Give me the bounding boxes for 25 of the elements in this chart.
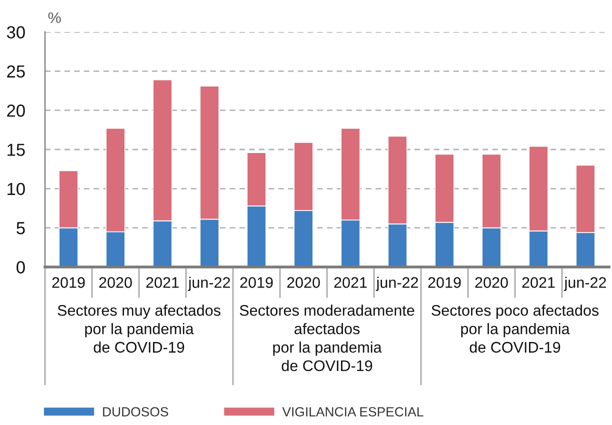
- x-tick-label: jun-22: [188, 276, 230, 291]
- text: Sectores moderadamente afectados por la pandemia de COVID-19: [240, 304, 414, 372]
- x-tick-label: 2019: [240, 277, 273, 288]
- x-tick-label: 2021: [146, 277, 179, 288]
- x-tick-label: jun-22: [376, 276, 418, 291]
- legend-label: DUDOSOS: [103, 407, 168, 416]
- legend-label: VIGILANCIA ESPECIAL: [282, 407, 424, 416]
- y-tick-label: 15: [8, 144, 25, 156]
- y-tick-label: 25: [7, 65, 25, 78]
- x-tick-label: 2020: [475, 277, 508, 288]
- y-tick-label: 5: [16, 222, 25, 234]
- x-tick-label: 2021: [522, 277, 555, 288]
- y-tick-label: 10: [8, 182, 25, 196]
- text: Sectores poco afectados por la pandemia de COVID-19: [432, 304, 599, 353]
- x-tick-label: 2020: [287, 277, 320, 288]
- text: Sectores muy afectados por la pandemia de COVID-19: [58, 304, 220, 353]
- x-tick-label: 2021: [334, 277, 367, 288]
- y-tick-label: 0: [16, 261, 25, 274]
- x-tick-label: jun-22: [564, 276, 606, 291]
- y-axis-title: %: [48, 12, 61, 24]
- x-tick-label: 2019: [52, 277, 85, 288]
- y-tick-label: 30: [6, 26, 25, 38]
- x-tick-label: 2019: [428, 277, 461, 288]
- y-tick-label: 20: [7, 104, 25, 117]
- x-tick-label: 2020: [99, 277, 132, 288]
